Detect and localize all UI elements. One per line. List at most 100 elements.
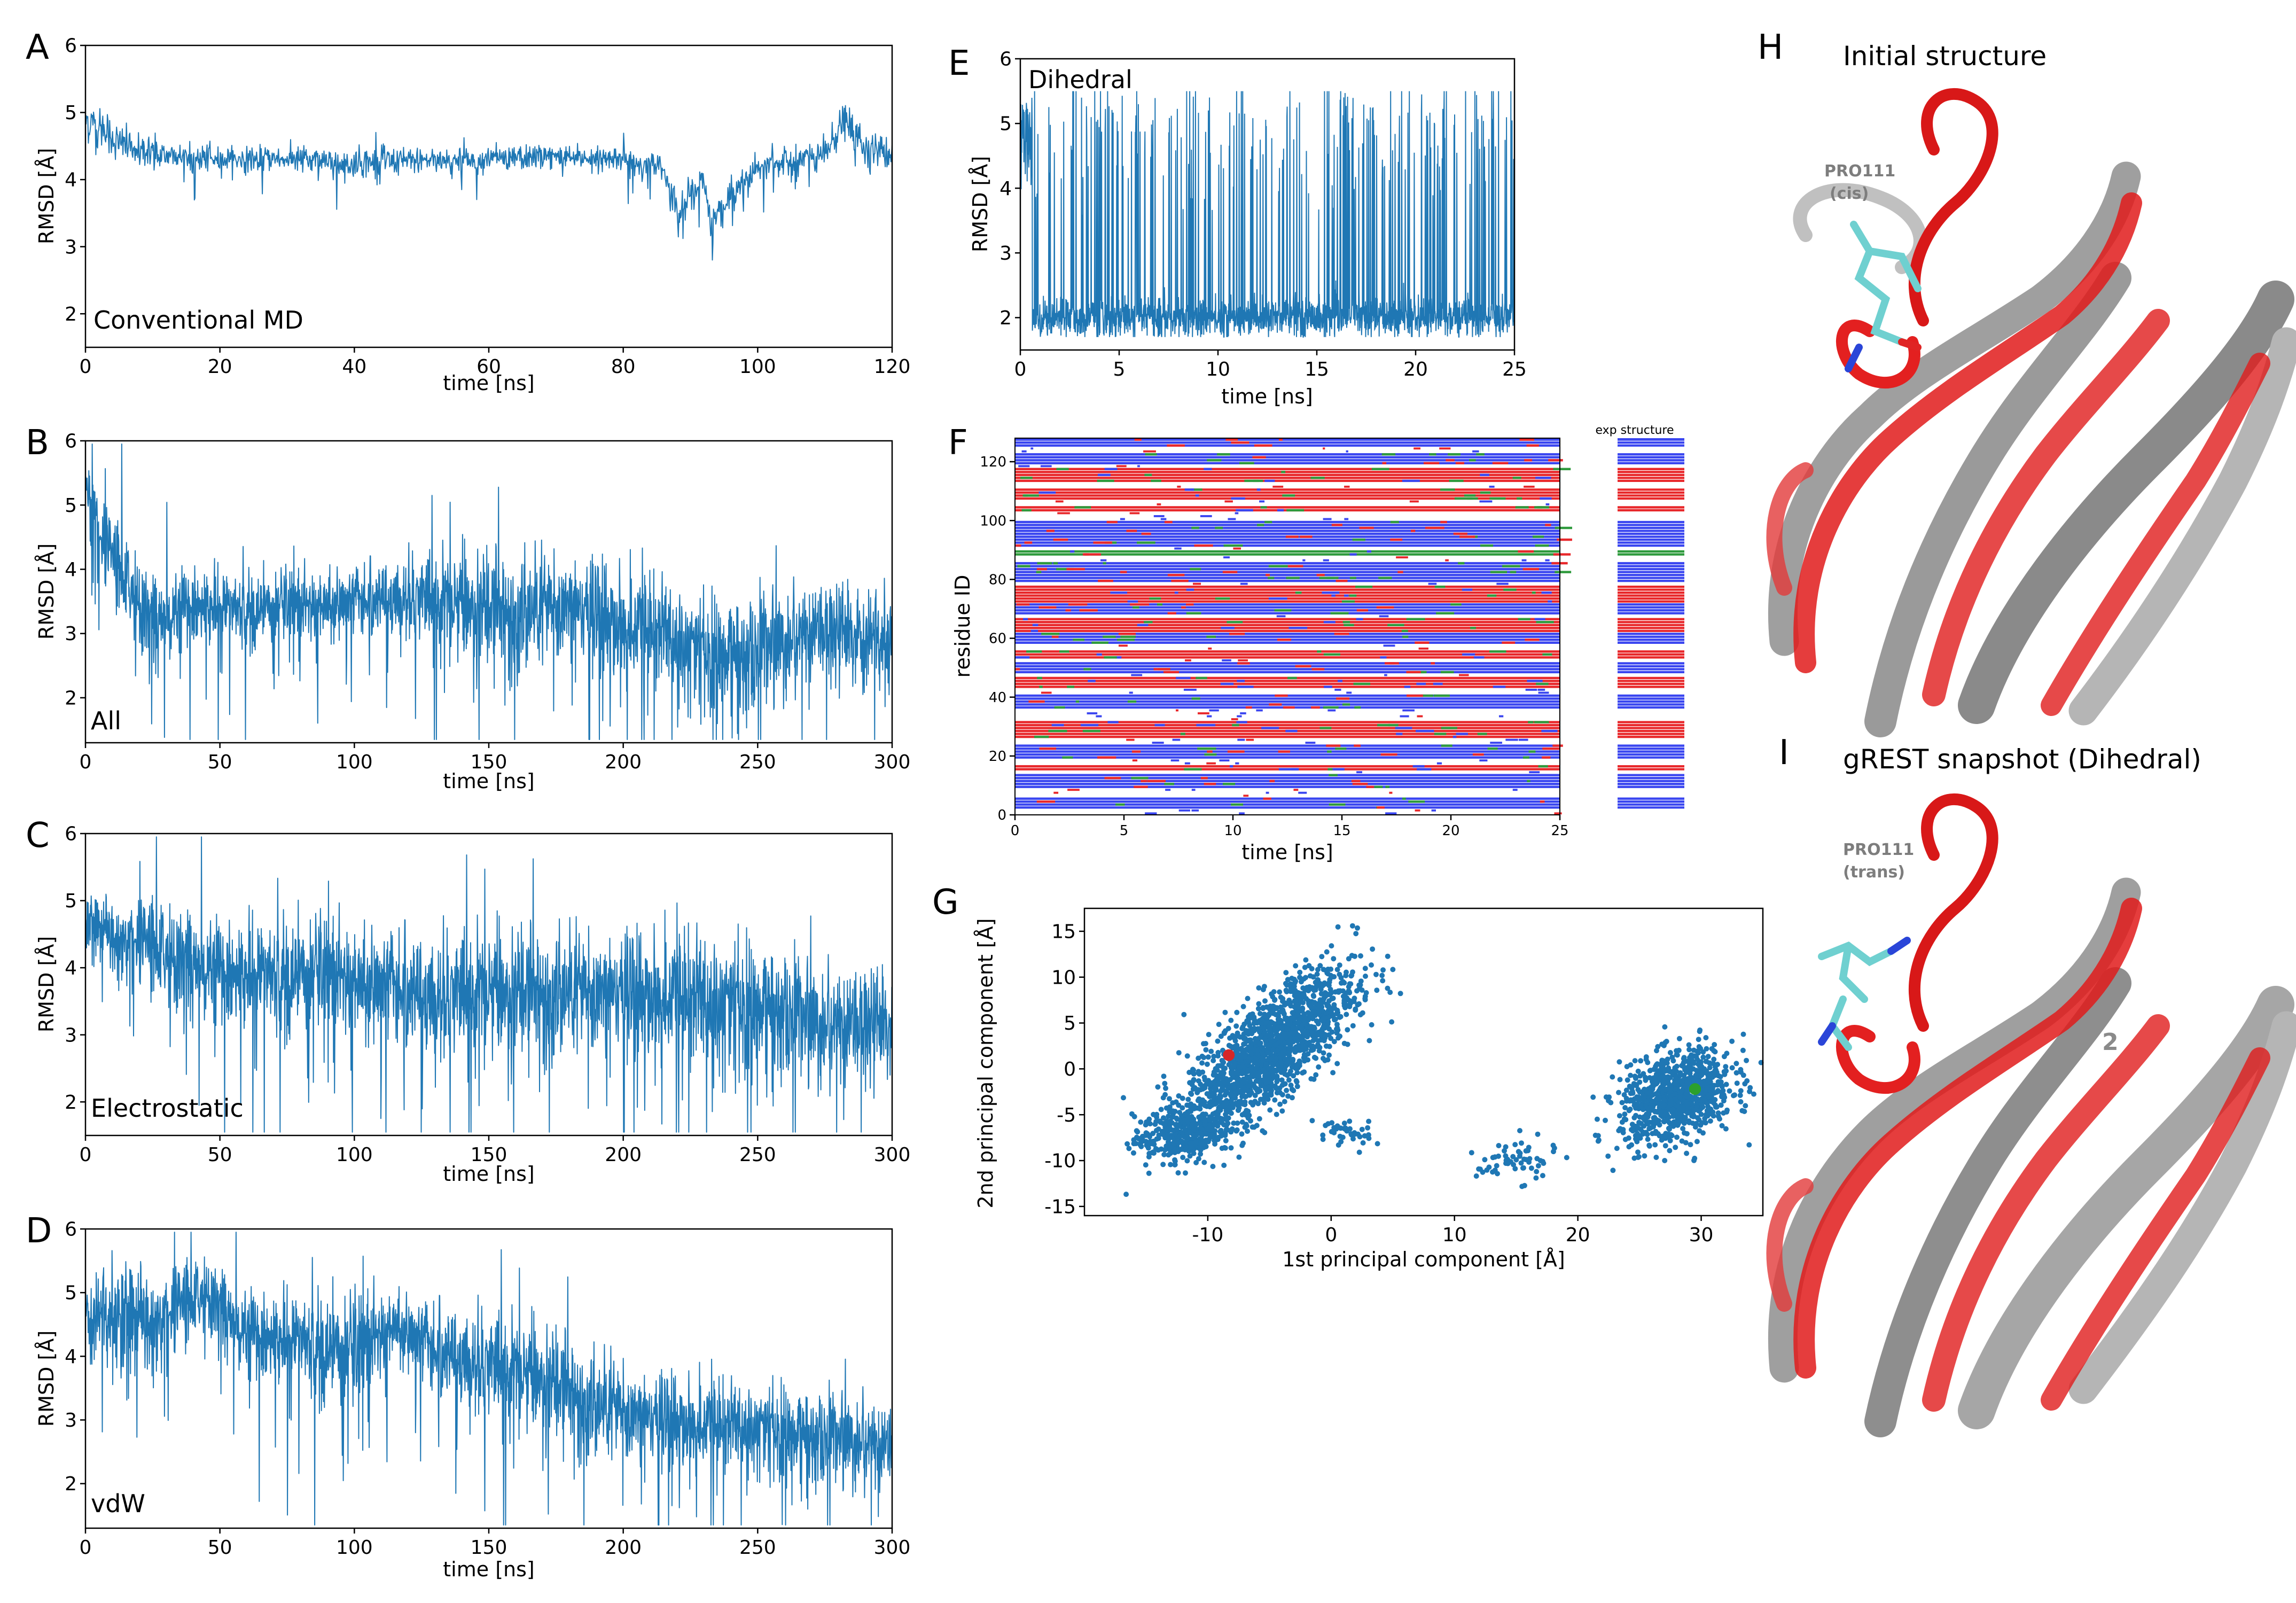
ss-speckle xyxy=(1157,503,1161,505)
ss-speckle xyxy=(1548,459,1563,462)
panel-c-series xyxy=(85,836,893,1133)
pca-point xyxy=(1667,1050,1673,1055)
ss-speckle xyxy=(1232,723,1239,727)
pca-point xyxy=(1311,987,1317,993)
pca-point xyxy=(1683,1083,1689,1089)
ss-speckle xyxy=(1521,559,1527,562)
pca-point xyxy=(1740,1047,1746,1053)
pca-point xyxy=(1696,1037,1701,1042)
pca-point xyxy=(1196,1070,1201,1076)
pca-point xyxy=(1380,967,1386,973)
ss-speckle xyxy=(1428,582,1437,585)
ss-speckle xyxy=(1115,656,1122,659)
pca-point xyxy=(1643,1130,1649,1135)
ss-speckle xyxy=(1317,650,1322,653)
pca-point xyxy=(1494,1163,1500,1169)
pca-point xyxy=(1235,1089,1240,1095)
pca-point xyxy=(1279,1108,1285,1114)
pca-point xyxy=(1179,1139,1185,1145)
pca-point xyxy=(1315,1038,1321,1044)
ss-speckle xyxy=(1351,780,1361,782)
exp-structure-segment xyxy=(1618,650,1684,659)
gray-strand-2b xyxy=(1864,967,2131,1437)
ss-speckle xyxy=(1541,591,1552,594)
ss-speckle xyxy=(1209,709,1219,712)
ss-speckle xyxy=(1093,541,1112,544)
ss-speckle xyxy=(1489,650,1506,653)
ss-speckle xyxy=(1446,459,1455,462)
pca-point xyxy=(1519,1140,1524,1146)
ss-speckle xyxy=(1305,742,1316,744)
pca-point xyxy=(1336,989,1341,995)
pca-point xyxy=(1289,1095,1295,1101)
pca-point xyxy=(1662,1024,1668,1030)
pca-point xyxy=(1517,1128,1522,1133)
ss-speckle xyxy=(1346,450,1348,453)
ss-speckle xyxy=(1174,591,1178,594)
x-tick-label: 5 xyxy=(1120,823,1129,839)
ss-speckle xyxy=(1104,656,1117,659)
ss-speckle xyxy=(1545,503,1550,505)
pca-point xyxy=(1622,1105,1628,1110)
pca-point xyxy=(1673,1096,1678,1102)
x-tick-label: 0 xyxy=(1011,823,1020,839)
pca-point xyxy=(1321,1050,1326,1056)
pca-point xyxy=(1274,1031,1279,1037)
ss-speckle xyxy=(1180,733,1185,735)
ss-speckle xyxy=(1272,485,1284,488)
panel-b-annotation: All xyxy=(91,706,121,735)
pca-point xyxy=(1294,1045,1300,1050)
pca-point xyxy=(1303,975,1308,981)
ss-speckle xyxy=(1055,500,1064,503)
y-tick-label: 15 xyxy=(1051,921,1076,943)
ss-speckle xyxy=(1073,639,1084,641)
pca-point xyxy=(1476,1166,1482,1172)
pca-point xyxy=(1180,1155,1186,1161)
pca-point xyxy=(1180,1105,1185,1111)
pca-point xyxy=(1207,1104,1213,1110)
pca-point xyxy=(1291,984,1297,989)
ss-speckle xyxy=(1400,715,1409,718)
panel-c-letter: C xyxy=(26,816,50,855)
ss-speckle xyxy=(1088,680,1096,682)
pca-point xyxy=(1305,1051,1311,1057)
pca-point xyxy=(1270,1047,1276,1053)
ss-speckle xyxy=(1415,641,1426,644)
pca-point xyxy=(1642,1086,1647,1092)
gray-strand-1 xyxy=(1768,161,2141,656)
ss-row xyxy=(1015,633,1560,635)
ss-row xyxy=(1015,671,1560,674)
x-tick-label: 20 xyxy=(1566,1224,1590,1246)
ss-speckle xyxy=(1381,453,1396,456)
pca-point xyxy=(1161,1073,1167,1079)
pca-point xyxy=(1635,1149,1641,1155)
pca-point xyxy=(1262,1092,1268,1098)
ss-speckle xyxy=(1200,515,1212,517)
pca-point xyxy=(1187,1153,1193,1159)
pca-point xyxy=(1691,1157,1697,1163)
pca-point xyxy=(1619,1119,1625,1125)
ss-speckle xyxy=(1197,712,1209,714)
x-tick-label: 150 xyxy=(471,1144,507,1166)
pca-point xyxy=(1280,996,1286,1001)
ss-speckle xyxy=(1190,567,1201,571)
panel-c-ylabel: RMSD [Å] xyxy=(35,936,58,1032)
pca-point xyxy=(1204,1091,1210,1096)
pca-point xyxy=(1676,1036,1682,1041)
pca-point xyxy=(1307,973,1313,979)
ss-speckle xyxy=(1287,676,1297,680)
pca-point xyxy=(1338,980,1344,986)
pca-point xyxy=(1303,957,1309,963)
pca-point xyxy=(1305,1029,1310,1034)
pca-point xyxy=(1649,1103,1654,1108)
pca-point xyxy=(1717,1116,1722,1122)
ss-speckle xyxy=(1505,738,1518,741)
pca-point xyxy=(1242,1099,1248,1105)
pca-point xyxy=(1185,1096,1191,1102)
ss-speckle xyxy=(1519,438,1534,441)
pca-point xyxy=(1309,966,1315,971)
ss-speckle xyxy=(1130,603,1150,606)
ss-speckle xyxy=(1527,680,1543,682)
gray-strand-1b xyxy=(1768,877,2141,1383)
